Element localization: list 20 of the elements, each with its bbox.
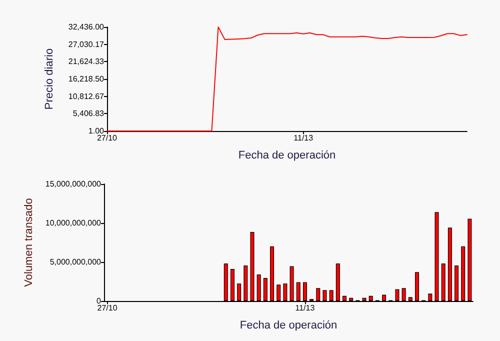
x-axis-title: Fecha de operación — [238, 150, 336, 162]
y-tick-label: 5,406.83 — [72, 109, 105, 118]
y-tick-label: 16,218.50 — [68, 74, 105, 84]
y-tick-label: 15,000,000,000 — [45, 180, 102, 188]
x-axis-title: Fecha de operación — [240, 320, 338, 332]
y-tick-label: 27,030.17 — [68, 40, 105, 49]
y-tick-label: 1.00 — [88, 126, 105, 136]
y-tick-label: 5,000,000,000 — [50, 258, 102, 266]
y-tick-label: 0 — [96, 296, 102, 306]
x-tick-label: 27/10 — [96, 134, 118, 142]
y-tick-label: 10,812.67 — [68, 92, 105, 101]
y-axis-title: Precio diario — [44, 48, 56, 110]
x-tick-label: 11/13 — [295, 304, 316, 312]
x-tick-label: 11/13 — [294, 134, 314, 142]
y-axis-title: Volumen transado — [22, 198, 35, 287]
y-tick-label: 32,436.00 — [68, 22, 105, 32]
y-tick-label: 21,624.33 — [68, 57, 105, 66]
line-series — [106, 26, 468, 132]
y-tick-label: 10,000,000,000 — [45, 218, 102, 228]
x-tick-label: 27/10 — [97, 304, 118, 312]
